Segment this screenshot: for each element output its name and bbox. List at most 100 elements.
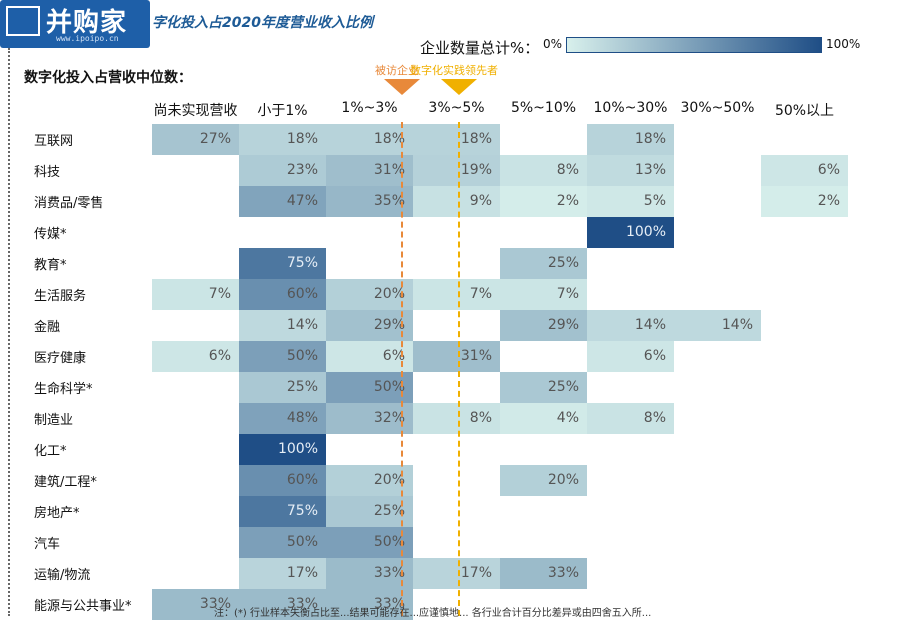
column-header: 30%~50% [680,100,755,116]
marker-triangle-icon [384,79,420,95]
heatmap-cell: 31% [413,341,500,372]
row-label: 运输/物流 [34,568,91,583]
heatmap-cell: 50% [239,341,326,372]
heatmap-cell: 2% [761,186,848,217]
heatmap-cell: 60% [239,465,326,496]
heatmap-cell: 14% [239,310,326,341]
heatmap-cell: 75% [239,248,326,279]
logo-url: www.ipoipo.cn [56,34,119,43]
row-label: 建筑/工程* [34,475,97,490]
heatmap-cell: 23% [239,155,326,186]
row-label: 科技 [34,165,61,180]
heatmap-cell: 33% [239,589,326,620]
marker-triangle-icon [441,79,477,95]
heatmap-cell: 50% [326,527,413,558]
column-header: 小于1% [257,103,308,119]
heatmap-cell: 27% [152,124,239,155]
chart-title: 字化投入占2020年度营业收入比例 [152,15,373,31]
column-header: 3%~5% [428,100,485,116]
heatmap-cell: 13% [587,155,674,186]
heatmap-cell: 60% [239,279,326,310]
heatmap-cell: 48% [239,403,326,434]
heatmap-cell: 18% [413,124,500,155]
heatmap-cell: 17% [413,558,500,589]
heatmap-cell: 2% [500,186,587,217]
heatmap-cell: 75% [239,496,326,527]
heatmap-cell: 50% [239,527,326,558]
row-label: 金融 [34,320,61,335]
heatmap-cell: 100% [239,434,326,465]
column-header: 10%~30% [593,100,668,116]
heatmap-cell: 25% [500,248,587,279]
heatmap-cell: 7% [413,279,500,310]
row-label: 生命科学* [34,382,93,397]
heatmap-cell: 18% [326,124,413,155]
heatmap-cell: 17% [239,558,326,589]
heatmap-cell: 100% [587,217,674,248]
chart-subtitle: 数字化投入占营收中位数： [24,70,192,86]
heatmap-cell: 9% [413,186,500,217]
heatmap-cell: 5% [587,186,674,217]
heatmap-cell: 33% [326,589,413,620]
heatmap-cell: 33% [152,589,239,620]
heatmap-cell: 14% [674,310,761,341]
heatmap-cell: 20% [500,465,587,496]
row-label: 制造业 [34,413,74,428]
column-header: 尚未实现营收 [153,103,238,119]
heatmap-cell: 29% [326,310,413,341]
heatmap-cell: 6% [152,341,239,372]
marker-label: 被访企业 [375,64,419,77]
chart-logo-icon [6,6,40,36]
legend-min-label: 0% [543,37,563,51]
row-label: 消费品/零售 [34,196,104,211]
row-label: 医疗健康 [34,351,87,366]
heatmap-cell: 6% [587,341,674,372]
row-label: 能源与公共事业* [34,599,132,614]
heatmap-cell: 25% [239,372,326,403]
heatmap-cell: 50% [326,372,413,403]
row-label: 生活服务 [34,289,87,304]
left-dotted-border [8,48,10,616]
column-header: 50%以上 [774,103,835,119]
row-label: 房地产* [34,506,80,521]
marker-label: 数字化实践领先者 [410,64,498,77]
row-label: 教育* [34,258,67,273]
row-label: 互联网 [34,134,74,149]
legend-max-label: 100% [826,37,861,51]
footnote: 注：(*) 行业样本失衡占比至...结果可能存在...应谨慎地... 各行业合计… [214,608,652,619]
column-header: 5%~10% [510,100,577,116]
heatmap-cell: 4% [500,403,587,434]
heatmap-cell: 18% [587,124,674,155]
heatmap-cell: 8% [500,155,587,186]
heatmap-cell: 31% [326,155,413,186]
heatmap-cell: 19% [413,155,500,186]
heatmap-cell: 8% [587,403,674,434]
heatmap-cell: 6% [761,155,848,186]
heatmap-cell: 18% [239,124,326,155]
heatmap-cell: 32% [326,403,413,434]
row-label: 汽车 [34,537,61,552]
marker-line [401,122,403,616]
legend-color-scale [566,37,822,53]
heatmap-cell: 14% [587,310,674,341]
heatmap-cell: 20% [326,465,413,496]
heatmap-cell: 25% [500,372,587,403]
marker-line [458,122,460,616]
heatmap-cell: 47% [239,186,326,217]
row-label: 化工* [34,444,67,459]
legend-label: 企业数量总计%： [420,39,540,57]
column-header: 1%~3% [341,100,398,116]
heatmap-cell: 20% [326,279,413,310]
heatmap-cell: 7% [500,279,587,310]
row-label: 传媒* [34,227,67,242]
heatmap-cell: 29% [500,310,587,341]
heatmap-cell: 8% [413,403,500,434]
heatmap-cell: 33% [326,558,413,589]
logo: 并购家 www.ipoipo.cn [0,0,150,48]
heatmap-cell: 7% [152,279,239,310]
heatmap-cell: 35% [326,186,413,217]
heatmap-cell: 6% [326,341,413,372]
heatmap-cell: 33% [500,558,587,589]
logo-name: 并购家 [46,8,128,38]
heatmap-cell: 25% [326,496,413,527]
